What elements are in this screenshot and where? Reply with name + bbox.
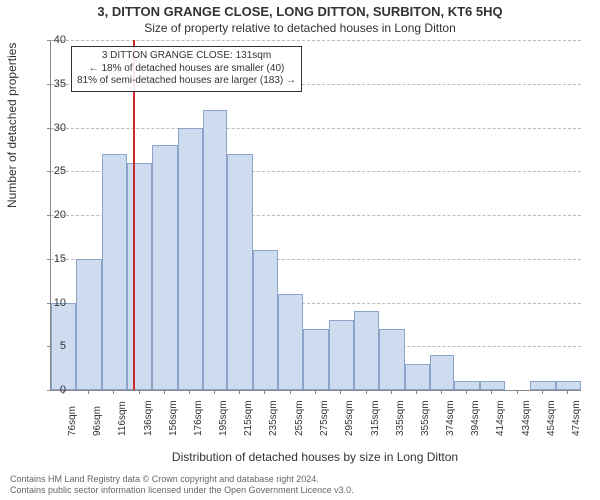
- histogram-bar: [178, 128, 203, 391]
- xtick-label: 255sqm: [294, 400, 305, 436]
- xtick-label: 116sqm: [117, 401, 128, 436]
- ytick-label: 30: [54, 122, 66, 134]
- y-axis-label: Number of detached properties: [5, 43, 19, 208]
- xtick-label: 156sqm: [168, 400, 179, 436]
- xtick-label: 434sqm: [521, 400, 532, 436]
- histogram-bar: [454, 381, 479, 390]
- gridline: [51, 40, 581, 41]
- xtick-label: 355sqm: [420, 400, 431, 436]
- callout-line: ← 18% of detached houses are smaller (40…: [77, 63, 296, 76]
- histogram-bar: [379, 329, 404, 390]
- xtick-mark: [264, 390, 265, 394]
- ytick-mark: [47, 215, 51, 216]
- xtick-label: 474sqm: [571, 400, 582, 436]
- callout-line: 81% of semi-detached houses are larger (…: [77, 75, 296, 88]
- histogram-bar: [329, 320, 354, 390]
- ytick-label: 35: [54, 78, 66, 90]
- histogram-bar: [480, 381, 505, 390]
- chart-title: 3, DITTON GRANGE CLOSE, LONG DITTON, SUR…: [0, 0, 600, 19]
- marker-line: [133, 40, 135, 390]
- xtick-mark: [416, 390, 417, 394]
- ytick-label: 5: [60, 340, 66, 352]
- histogram-bar: [278, 294, 303, 390]
- callout-box: 3 DITTON GRANGE CLOSE: 131sqm← 18% of de…: [71, 46, 302, 92]
- histogram-bar: [303, 329, 328, 390]
- xtick-label: 76sqm: [67, 406, 78, 436]
- histogram-bar: [405, 364, 430, 390]
- histogram-bar: [430, 355, 454, 390]
- xtick-label: 335sqm: [395, 400, 406, 436]
- xtick-mark: [567, 390, 568, 394]
- xtick-label: 215sqm: [243, 400, 254, 436]
- ytick-label: 25: [54, 165, 66, 177]
- xtick-mark: [491, 390, 492, 394]
- histogram-bar: [127, 163, 152, 391]
- xtick-mark: [542, 390, 543, 394]
- xtick-label: 454sqm: [546, 400, 557, 436]
- plot-area: 3 DITTON GRANGE CLOSE: 131sqm← 18% of de…: [50, 40, 581, 391]
- footer-line-1: Contains HM Land Registry data © Crown c…: [10, 474, 354, 485]
- xtick-label: 394sqm: [470, 400, 481, 436]
- xtick-label: 374sqm: [445, 400, 456, 436]
- xtick-label: 235sqm: [268, 400, 279, 436]
- xtick-mark: [214, 390, 215, 394]
- ytick-label: 20: [54, 209, 66, 221]
- xtick-label: 176sqm: [193, 400, 204, 436]
- xtick-mark: [466, 390, 467, 394]
- x-axis-label: Distribution of detached houses by size …: [50, 450, 580, 464]
- ytick-mark: [47, 259, 51, 260]
- ytick-label: 40: [54, 34, 66, 46]
- xtick-label: 315sqm: [370, 400, 381, 436]
- footer-line-2: Contains public sector information licen…: [10, 485, 354, 496]
- xtick-mark: [164, 390, 165, 394]
- xtick-mark: [139, 390, 140, 394]
- ytick-label: 15: [54, 253, 66, 265]
- xtick-mark: [63, 390, 64, 394]
- xtick-mark: [391, 390, 392, 394]
- histogram-bar: [203, 110, 227, 390]
- xtick-mark: [340, 390, 341, 394]
- histogram-bar: [76, 259, 101, 390]
- histogram-bar: [253, 250, 278, 390]
- histogram-bar: [152, 145, 177, 390]
- ytick-mark: [47, 84, 51, 85]
- xtick-mark: [88, 390, 89, 394]
- ytick-mark: [47, 390, 51, 391]
- xtick-label: 136sqm: [143, 400, 154, 436]
- xtick-mark: [113, 390, 114, 394]
- histogram-bar: [530, 381, 555, 390]
- gridline: [51, 128, 581, 129]
- histogram-bar: [102, 154, 127, 390]
- xtick-label: 96sqm: [92, 406, 103, 436]
- ytick-mark: [47, 171, 51, 172]
- ytick-label: 10: [54, 297, 66, 309]
- histogram-bar: [227, 154, 252, 390]
- chart-subtitle: Size of property relative to detached ho…: [0, 19, 600, 35]
- callout-line: 3 DITTON GRANGE CLOSE: 131sqm: [77, 50, 296, 63]
- ytick-mark: [47, 128, 51, 129]
- xtick-mark: [366, 390, 367, 394]
- footer-attribution: Contains HM Land Registry data © Crown c…: [10, 474, 354, 496]
- xtick-mark: [441, 390, 442, 394]
- histogram-bar: [556, 381, 581, 390]
- xtick-label: 275sqm: [319, 400, 330, 436]
- xtick-mark: [239, 390, 240, 394]
- xtick-mark: [517, 390, 518, 394]
- xtick-label: 295sqm: [344, 400, 355, 436]
- xtick-label: 414sqm: [495, 400, 506, 436]
- histogram-bar: [354, 311, 379, 390]
- xtick-mark: [290, 390, 291, 394]
- ytick-mark: [47, 40, 51, 41]
- xtick-mark: [189, 390, 190, 394]
- xtick-mark: [315, 390, 316, 394]
- xtick-label: 195sqm: [218, 400, 229, 436]
